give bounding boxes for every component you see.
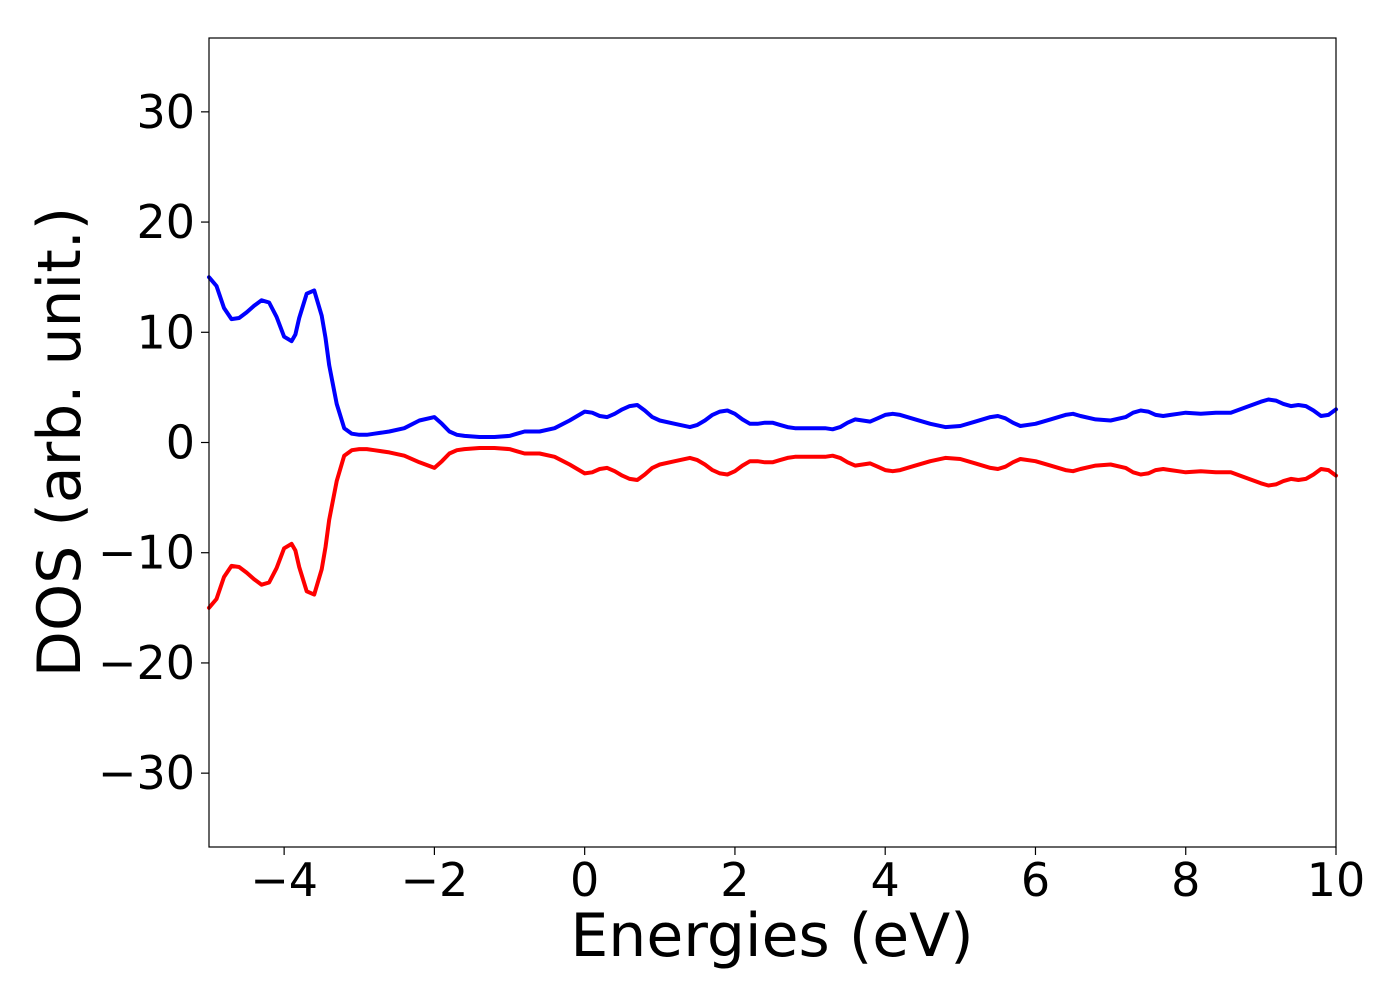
x-axis-ticks: −4 −2 0 2 4 6 8 10 [250,847,1365,907]
x-tick-label: 0 [570,853,599,907]
plot-frame [208,37,1337,848]
y-tick-label: 0 [166,416,195,470]
series-line-2 [207,446,1338,610]
y-tick-label: 10 [136,305,195,359]
y-tick-label: −20 [98,636,195,690]
y-axis-label: DOS (arb. unit.) [25,207,95,677]
series-line-1 [207,275,1338,439]
x-tick-label: 4 [871,853,900,907]
x-tick-label: 2 [720,853,749,907]
x-axis-label: Energies (eV) [570,901,973,971]
series-layer [207,275,1338,610]
x-tick-label: −2 [400,853,468,907]
y-tick-label: 30 [136,85,195,139]
x-tick-label: 10 [1307,853,1366,907]
y-tick-label: −30 [98,746,195,800]
x-tick-label: −4 [250,853,318,907]
y-tick-label: −10 [98,526,195,580]
y-tick-label: 20 [136,195,195,249]
x-tick-label: 6 [1021,853,1050,907]
x-tick-label: 8 [1171,853,1200,907]
y-axis-ticks: 30 20 10 0 −10 −20 −30 [98,85,209,800]
